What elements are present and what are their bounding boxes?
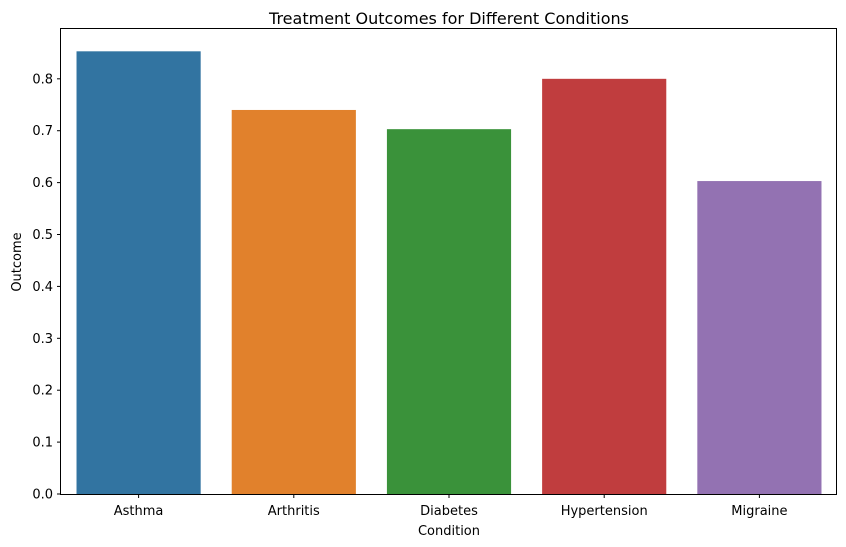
bar-migraine [697,181,822,495]
y-tick-label: 0.0 [32,488,53,503]
bar-asthma [76,51,201,494]
x-axis: Asthma Arthritis Diabetes Hypertension Migra… [114,494,788,519]
x-tick-label: Diabetes [420,504,478,519]
chart-title: Treatment Outcomes for Different Conditi… [268,9,629,28]
y-tick-label: 0.1 [32,436,53,451]
bar-diabetes [386,129,512,494]
y-axis-label: Outcome [10,232,25,291]
bar-arthritis [231,109,356,494]
x-tick-label: Arthritis [268,504,320,519]
y-tick-label: 0.7 [32,124,53,139]
x-axis-label: Condition [418,524,480,539]
y-tick-label: 0.3 [32,332,53,347]
y-axis: 0.0 0.1 0.2 0.3 0.4 0.5 0.6 0.7 0.8 [32,72,61,503]
x-tick-label: Asthma [114,504,164,519]
x-tick-label: Migraine [731,504,787,519]
y-tick-label: 0.2 [32,384,53,399]
y-tick-label: 0.6 [32,176,53,191]
y-tick-label: 0.8 [32,72,53,87]
x-tick-label: Hypertension [561,504,648,519]
plot-area [76,51,822,495]
bar-hypertension [542,78,667,495]
y-tick-label: 0.5 [32,228,53,243]
y-tick-label: 0.4 [32,280,53,295]
plot-frame [60,28,837,495]
